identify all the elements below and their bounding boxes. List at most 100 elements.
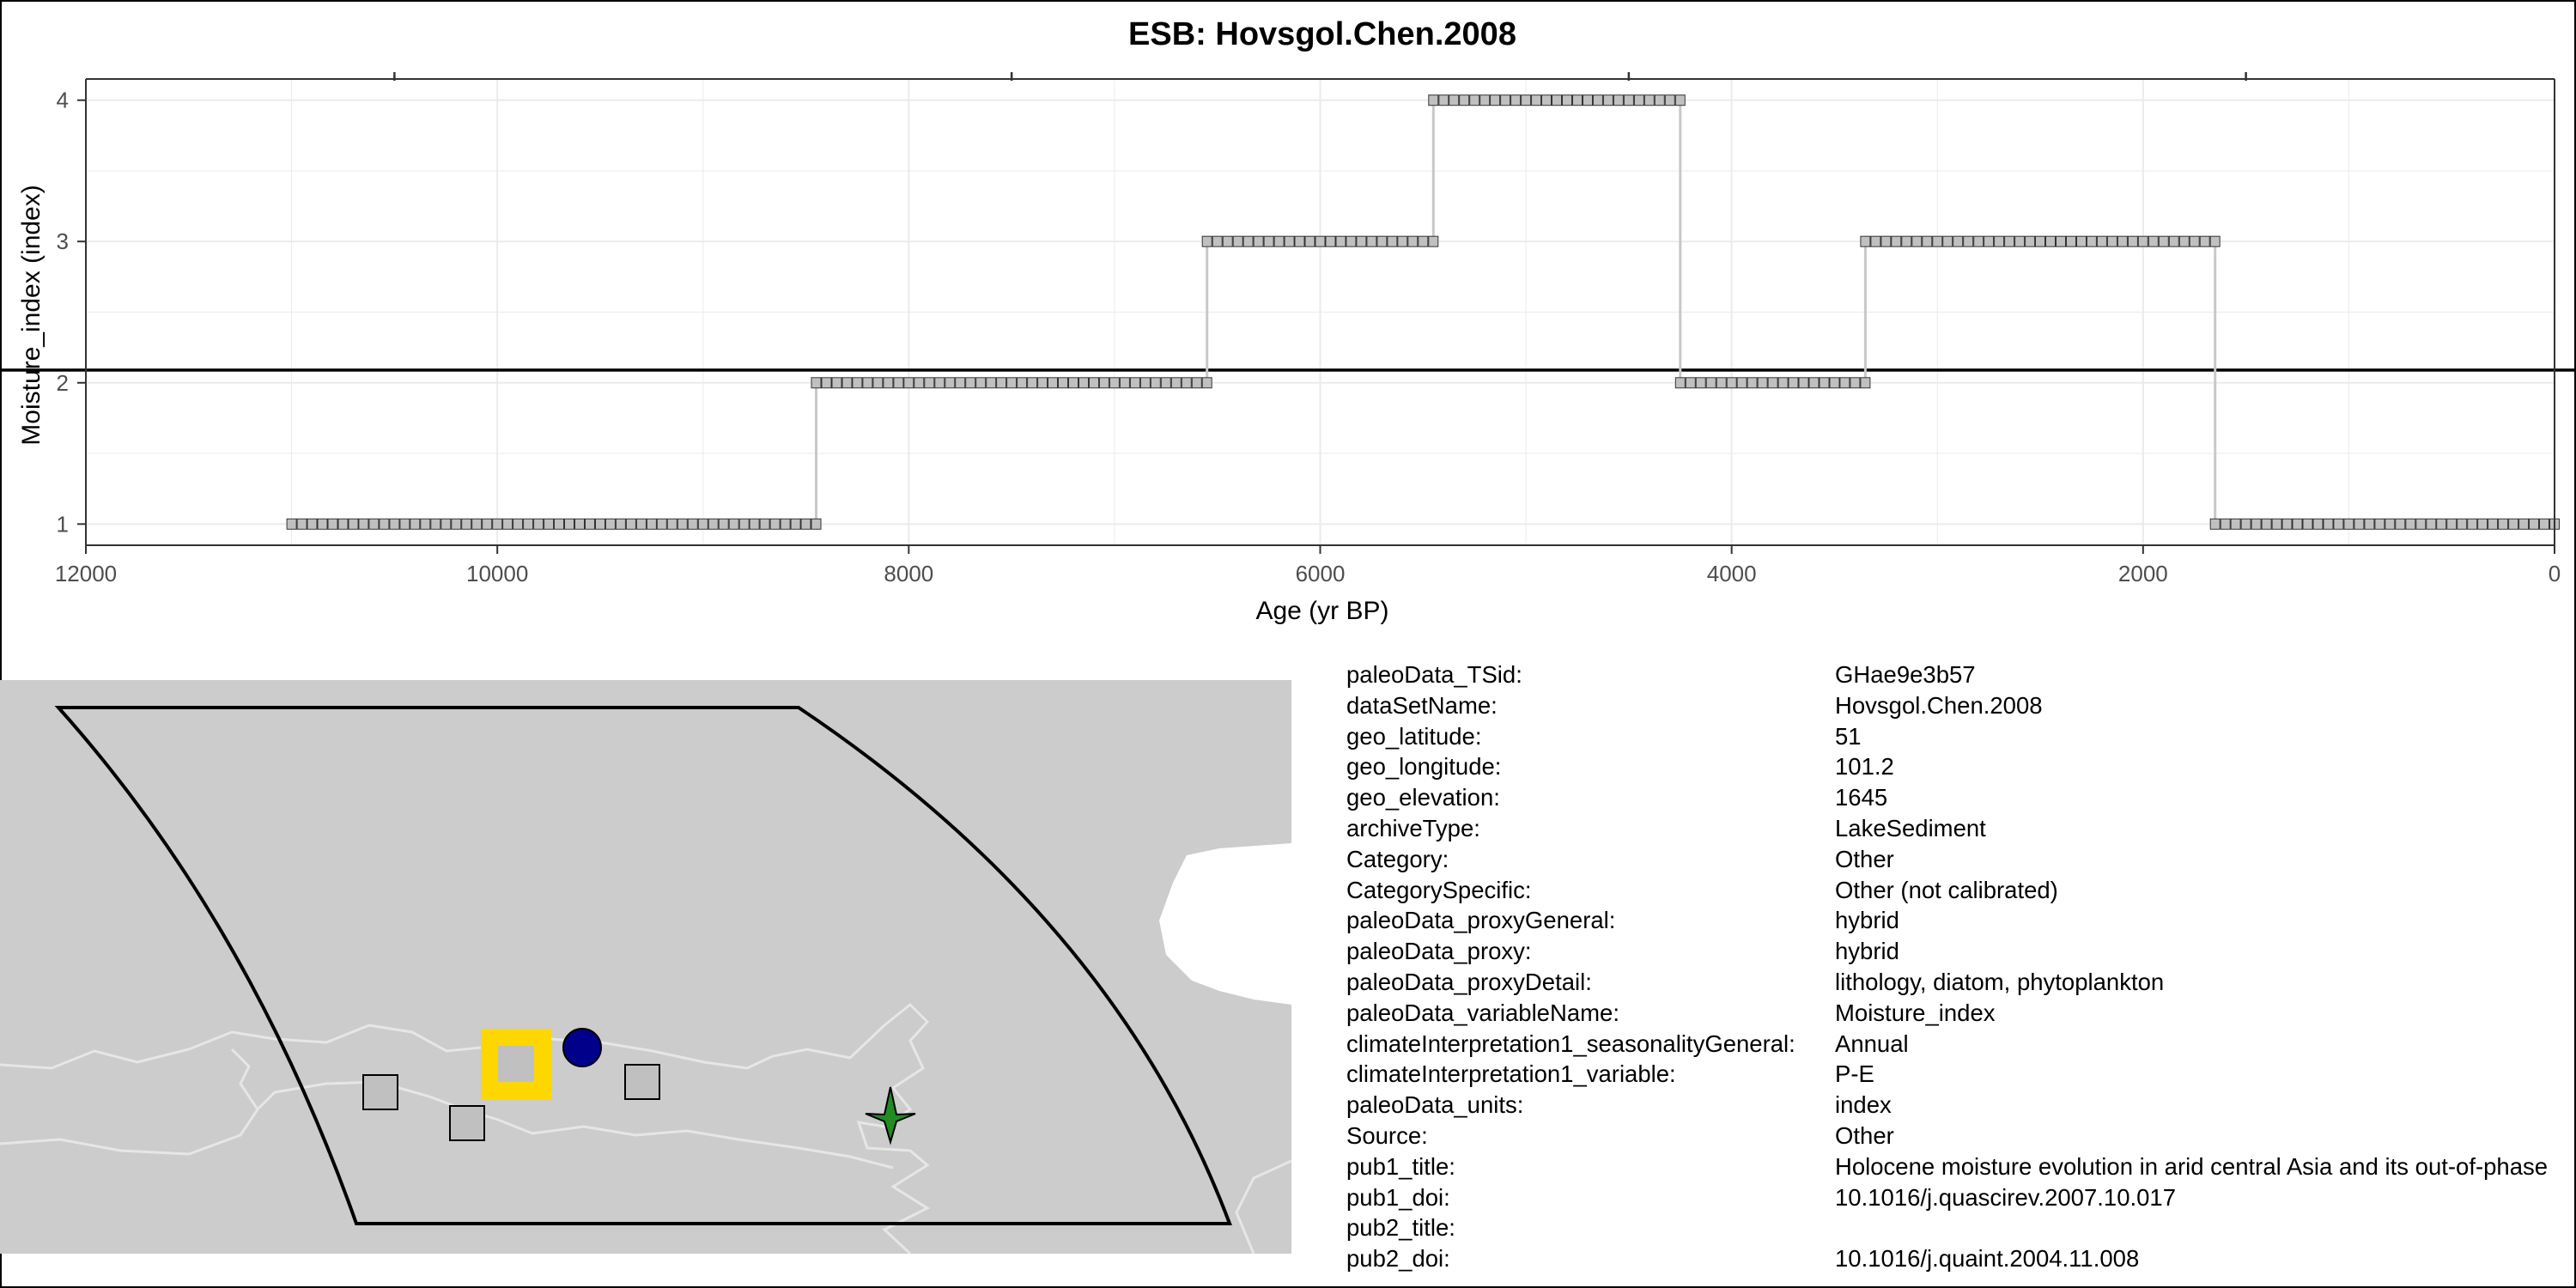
- data-point: [2086, 235, 2097, 247]
- data-point: [2045, 235, 2056, 247]
- data-point: [1048, 377, 1058, 389]
- data-point: [1356, 235, 1367, 247]
- data-point: [821, 377, 832, 389]
- data-point: [1994, 235, 2005, 247]
- data-point: [337, 518, 349, 530]
- data-point: [2508, 518, 2519, 530]
- x-tick-label: 8000: [884, 561, 933, 586]
- metadata-value: Holocene moisture evolution in arid cent…: [1835, 1152, 2549, 1180]
- metadata-value: P-E: [1835, 1060, 1874, 1088]
- data-point: [1253, 235, 1264, 247]
- data-point: [2302, 518, 2313, 530]
- data-point: [1695, 377, 1706, 389]
- data-point: [513, 518, 524, 530]
- data-point: [615, 518, 626, 530]
- data-point: [1798, 377, 1809, 389]
- data-point: [2096, 235, 2107, 247]
- metadata-row: paleoData_variableName: Moisture_index: [1346, 998, 2573, 1029]
- data-point: [1963, 235, 1974, 247]
- metadata-key: CategorySpecific:: [1346, 876, 1532, 903]
- y-tick-label: 3: [57, 228, 69, 254]
- data-point: [1521, 94, 1532, 106]
- data-point: [2292, 518, 2303, 530]
- metadata-row: dataSetName: Hovsgol.Chen.2008: [1346, 690, 2573, 721]
- metadata-key: pub1_title:: [1346, 1152, 1455, 1180]
- data-point: [2117, 235, 2128, 247]
- metadata-row: geo_latitude: 51: [1346, 721, 2573, 752]
- data-point: [934, 377, 945, 389]
- data-point: [1150, 377, 1161, 389]
- data-point: [1170, 377, 1182, 389]
- data-point: [2230, 518, 2241, 530]
- data-point: [1880, 235, 1892, 247]
- data-point: [759, 518, 770, 530]
- data-point: [2220, 518, 2231, 530]
- metadata-key: paleoData_proxy:: [1346, 938, 1532, 965]
- data-point: [749, 518, 760, 530]
- data-point: [2415, 518, 2427, 530]
- data-point: [1201, 235, 1212, 247]
- data-point: [1870, 235, 1881, 247]
- data-point: [1438, 94, 1449, 106]
- data-point: [1747, 377, 1758, 389]
- metadata-key: paleoData_proxyDetail:: [1346, 968, 1592, 995]
- data-point: [2488, 518, 2499, 530]
- data-point: [1242, 235, 1254, 247]
- data-point: [2467, 518, 2478, 530]
- axes: 12000 10000 8000 6000 4000 2000 0 1 2 3 4: [55, 72, 2561, 586]
- data-point: [2148, 235, 2159, 247]
- data-point: [780, 518, 791, 530]
- data-point: [1068, 377, 1078, 389]
- data-point: [945, 377, 956, 389]
- map-land: [0, 680, 1291, 1254]
- border-line-south: [0, 1080, 894, 1170]
- metadata-row: archiveType: LakeSediment: [1346, 813, 2573, 844]
- metadata-value: 51: [1835, 722, 1862, 750]
- metadata-row: CategorySpecific: Other (not calibrated): [1346, 875, 2573, 906]
- metadata-key: archiveType:: [1346, 814, 1480, 841]
- data-point: [410, 518, 421, 530]
- data-point: [2281, 518, 2293, 530]
- data-point: [2209, 235, 2221, 247]
- metadata-key: dataSetName:: [1346, 691, 1498, 719]
- data-point: [1819, 377, 1830, 389]
- data-point: [955, 377, 966, 389]
- data-point: [1674, 377, 1686, 389]
- data-point: [482, 518, 493, 530]
- data-point: [1273, 235, 1285, 247]
- data-point: [1860, 377, 1871, 389]
- data-point: [1850, 377, 1861, 389]
- data-point: [1613, 94, 1624, 106]
- metadata-value: 1645: [1835, 784, 1888, 811]
- data-point: [1428, 235, 1439, 247]
- data-point: [2354, 518, 2365, 530]
- data-point: [1418, 235, 1429, 247]
- data-point: [1500, 94, 1511, 106]
- data-point: [831, 377, 842, 389]
- metadata-value: Hovsgol.Chen.2008: [1835, 691, 2043, 719]
- data-point: [1469, 94, 1480, 106]
- metadata-key: paleoData_TSid:: [1346, 661, 1522, 688]
- metadata-key: paleoData_units:: [1346, 1091, 1524, 1119]
- data-point: [1201, 377, 1212, 389]
- data-point: [358, 518, 369, 530]
- data-point: [1017, 377, 1028, 389]
- data-point: [2457, 518, 2468, 530]
- data-point: [461, 518, 472, 530]
- y-axis-label: Moisture_index (index): [17, 185, 46, 445]
- data-point: [1602, 94, 1613, 106]
- data-point: [1705, 377, 1716, 389]
- data-point: [1984, 235, 1995, 247]
- data-point: [1006, 377, 1018, 389]
- data-point: [1139, 377, 1151, 389]
- data-point: [2106, 235, 2117, 247]
- data-point: [2446, 518, 2458, 530]
- data-point: [2436, 518, 2447, 530]
- data-point: [677, 518, 688, 530]
- data-point: [1366, 235, 1377, 247]
- data-point: [1942, 235, 1953, 247]
- data-point: [841, 377, 853, 389]
- data-point: [1479, 94, 1491, 106]
- data-point: [286, 518, 297, 530]
